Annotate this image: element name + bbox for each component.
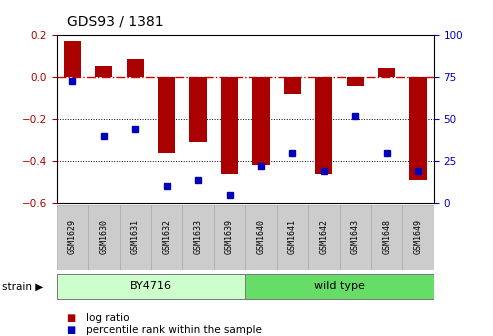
Text: GSM1640: GSM1640 <box>256 219 266 254</box>
Text: GDS93 / 1381: GDS93 / 1381 <box>67 14 163 29</box>
Bar <box>221 77 238 174</box>
Text: GSM1639: GSM1639 <box>225 219 234 254</box>
Bar <box>245 205 277 270</box>
Bar <box>88 205 119 270</box>
Bar <box>308 205 340 270</box>
Text: GSM1633: GSM1633 <box>194 219 203 254</box>
Text: GSM1642: GSM1642 <box>319 219 328 254</box>
Text: GSM1631: GSM1631 <box>131 219 140 254</box>
Bar <box>214 205 246 270</box>
Text: GSM1643: GSM1643 <box>351 219 360 254</box>
Bar <box>252 77 270 165</box>
Text: ■: ■ <box>67 312 76 323</box>
Bar <box>371 205 402 270</box>
Bar <box>64 41 81 77</box>
Bar <box>347 77 364 86</box>
Bar <box>277 205 308 270</box>
Text: GSM1632: GSM1632 <box>162 219 171 254</box>
Bar <box>57 205 88 270</box>
Text: GSM1630: GSM1630 <box>99 219 108 254</box>
Bar <box>151 205 182 270</box>
Bar <box>410 77 427 180</box>
Text: wild type: wild type <box>314 282 365 291</box>
Bar <box>284 77 301 94</box>
Text: percentile rank within the sample: percentile rank within the sample <box>86 325 262 335</box>
Text: BY4716: BY4716 <box>130 282 172 291</box>
Text: GSM1641: GSM1641 <box>288 219 297 254</box>
Bar <box>340 205 371 270</box>
Text: GSM1648: GSM1648 <box>382 219 391 254</box>
FancyBboxPatch shape <box>57 274 245 299</box>
Bar <box>182 205 214 270</box>
Bar <box>158 77 176 153</box>
FancyBboxPatch shape <box>245 274 434 299</box>
Text: ■: ■ <box>67 325 76 335</box>
Bar <box>402 205 434 270</box>
Bar <box>127 59 144 77</box>
Bar <box>315 77 332 174</box>
Bar <box>378 68 395 77</box>
Text: strain ▶: strain ▶ <box>2 282 44 291</box>
Text: log ratio: log ratio <box>86 312 130 323</box>
Bar <box>95 66 112 77</box>
Bar <box>119 205 151 270</box>
Bar <box>189 77 207 142</box>
Text: GSM1649: GSM1649 <box>414 219 423 254</box>
Text: GSM1629: GSM1629 <box>68 219 77 254</box>
